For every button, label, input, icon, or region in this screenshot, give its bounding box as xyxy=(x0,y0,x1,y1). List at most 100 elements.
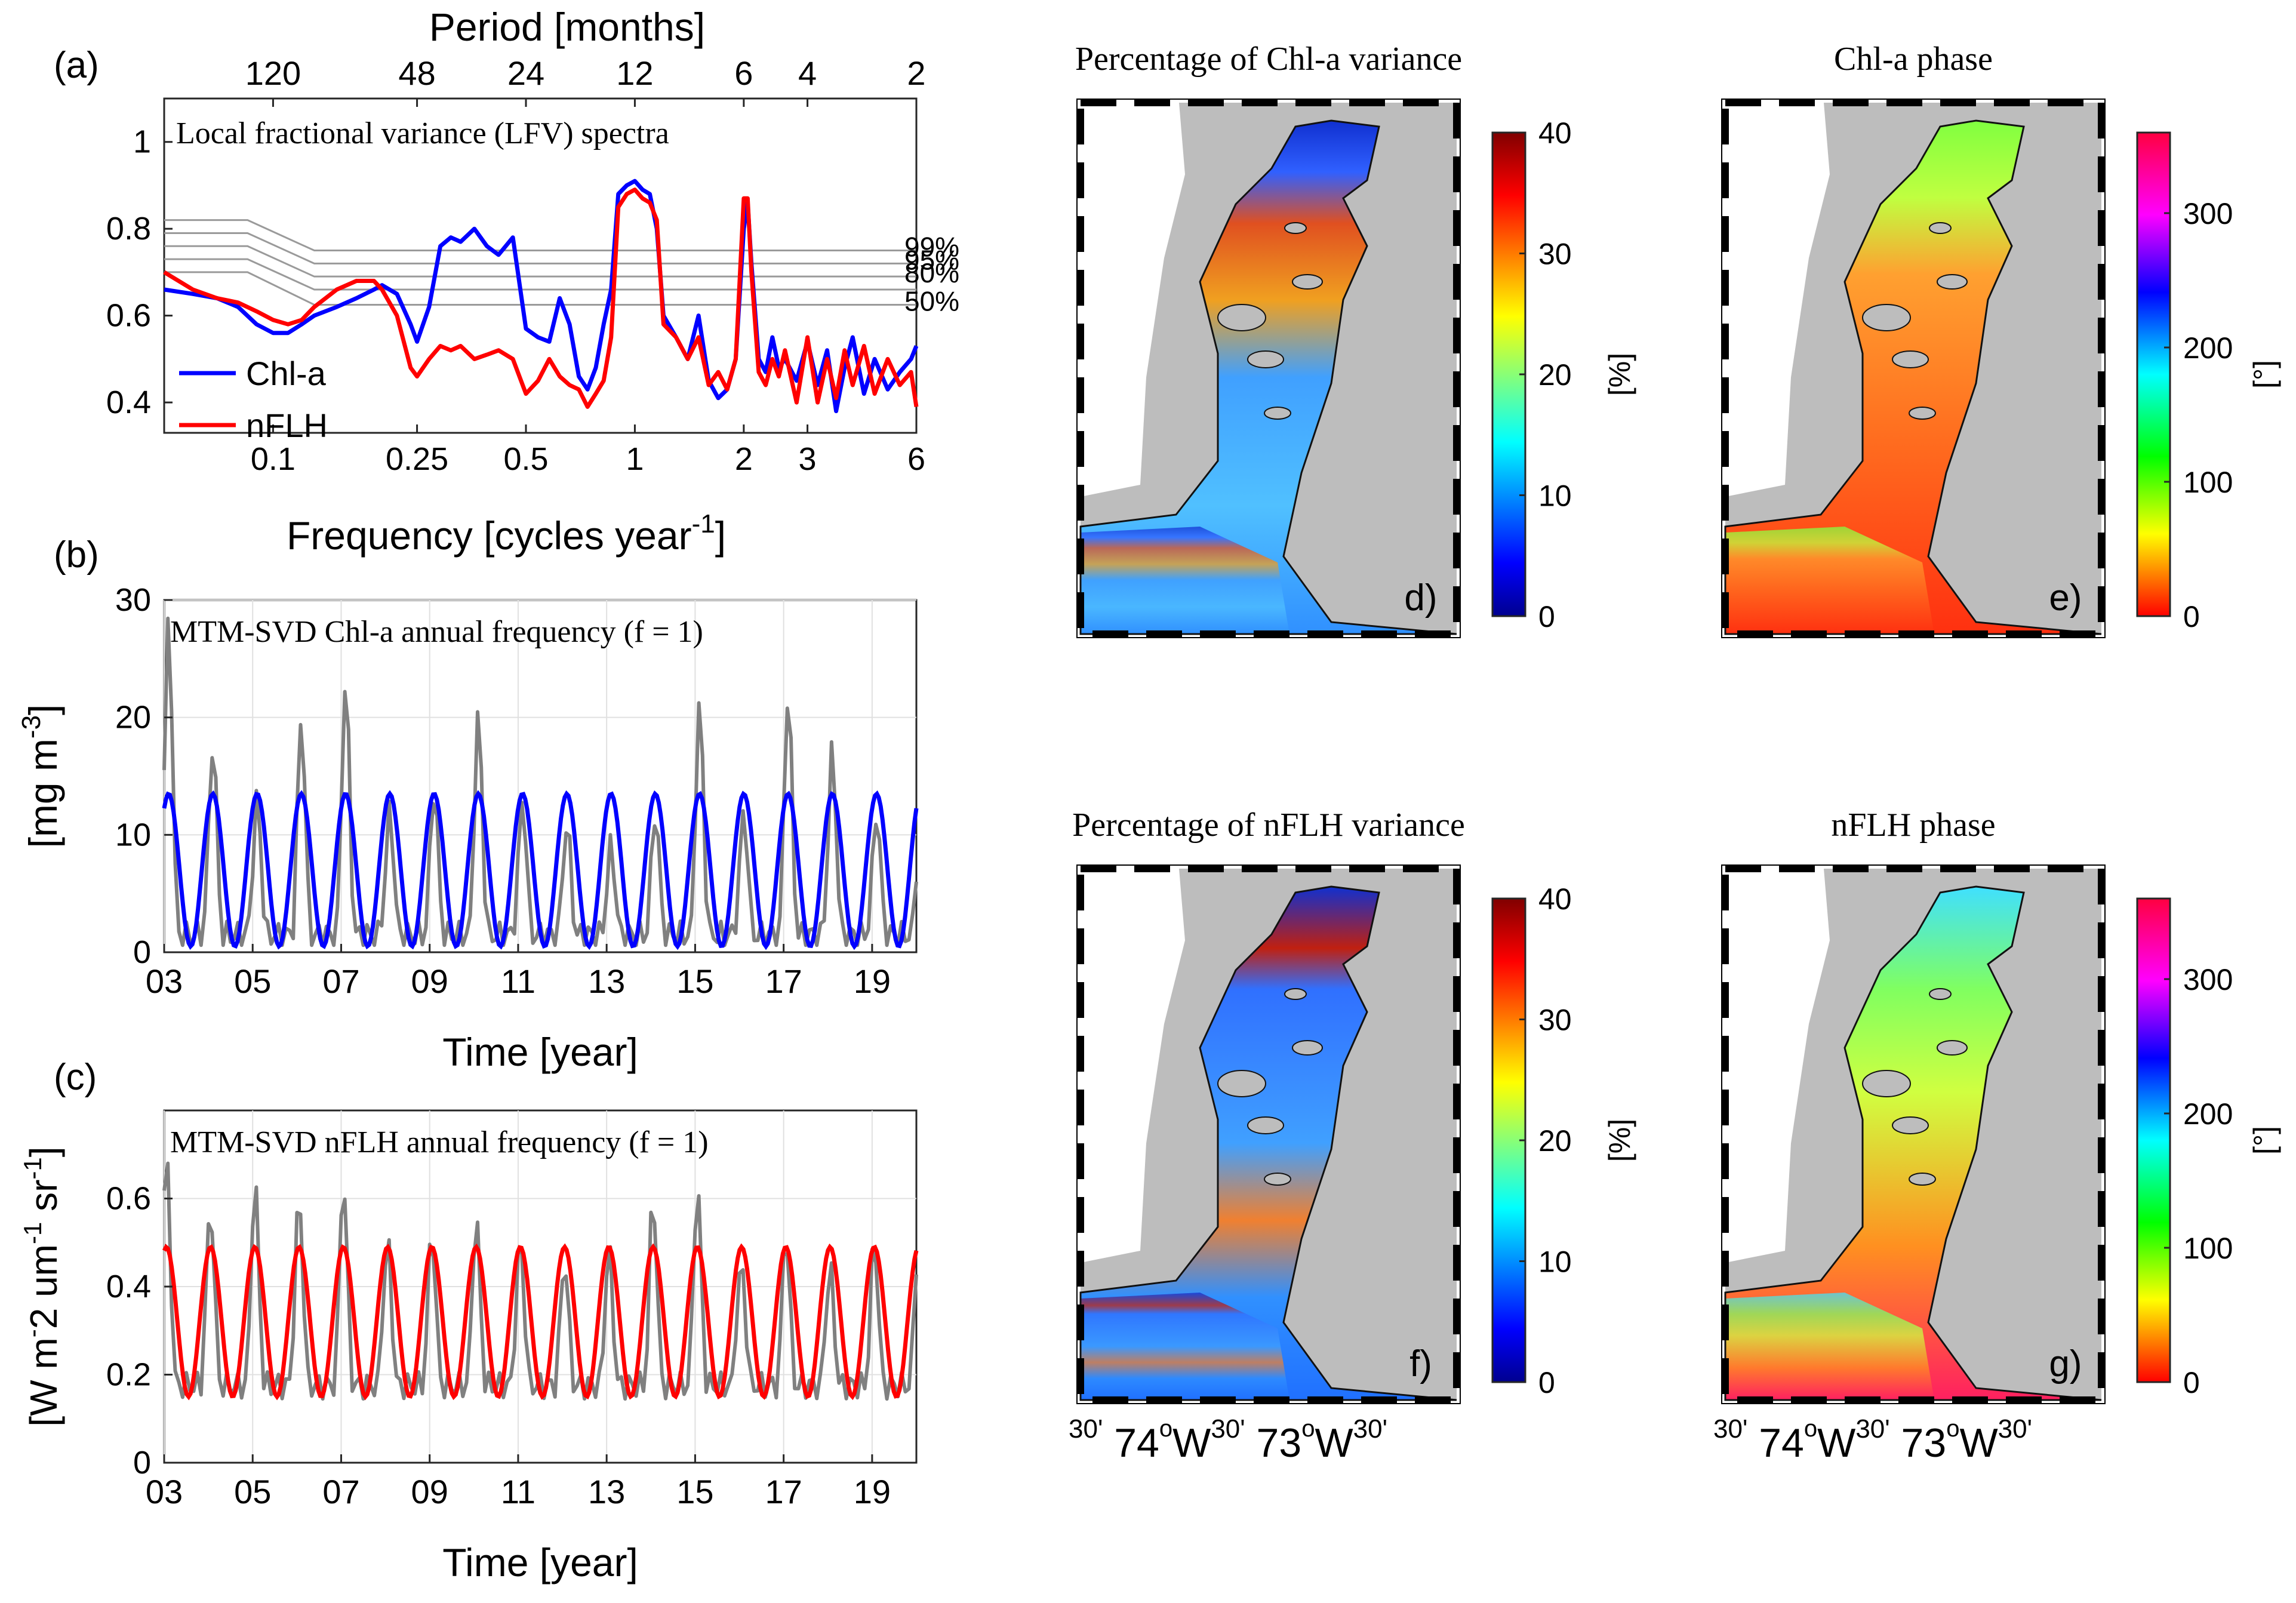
island xyxy=(1862,304,1911,331)
offshore-mask xyxy=(1081,103,1185,497)
longitude-part: W xyxy=(1172,1420,1211,1466)
map-title: nFLH phase xyxy=(1831,807,1995,844)
offshore-mask xyxy=(1725,869,1830,1263)
longitude-part: W xyxy=(1315,1420,1353,1466)
longitude-part: o xyxy=(1301,1416,1315,1442)
colorbar-label: [%] xyxy=(1603,1119,1636,1162)
island xyxy=(1217,304,1266,331)
colorbar-tick-label: 0 xyxy=(2183,1366,2200,1399)
colorbar-label: [%] xyxy=(1603,353,1636,396)
map-panel-e: Chl-a phase e) 0 100 200 300 [°] xyxy=(1721,41,2281,638)
sea-field-south xyxy=(1725,527,1934,634)
x-tick-label: 15 xyxy=(676,1473,713,1510)
map-frame-outline xyxy=(1721,864,2106,1404)
x-tick-label: 6 xyxy=(907,441,925,477)
panel-a-legend: Chl-a nFLH xyxy=(179,355,328,444)
colorbar-tick-label: 300 xyxy=(2183,197,2233,230)
sea-field-south xyxy=(1081,527,1289,634)
panel-a-label: Local fractional variance (LFV) spectra xyxy=(176,116,669,150)
y-tick-label: 1 xyxy=(133,124,151,160)
island xyxy=(1937,274,1968,290)
coastline xyxy=(1724,119,2102,635)
colorbar-tick-label: 200 xyxy=(2183,331,2233,365)
x-tick-label: 13 xyxy=(588,962,625,1000)
colorbar-label: [°] xyxy=(2248,360,2281,389)
island xyxy=(1909,1173,1936,1186)
longitude-part: o xyxy=(1159,1416,1172,1442)
lfv-series xyxy=(163,179,919,414)
island xyxy=(1937,1040,1968,1056)
y-tick-label: 0 xyxy=(133,1445,151,1481)
x-tick-label: 2 xyxy=(735,441,753,477)
panel-c-ylabel: [W m-2 um-1 sr-1] xyxy=(19,1146,65,1426)
x-tick-label: 09 xyxy=(411,1473,448,1510)
panel-c-series xyxy=(162,1161,919,1401)
map-panel-label: e) xyxy=(2049,577,2082,619)
longitude-part: 30' xyxy=(1713,1414,1747,1444)
period-tick-labels: 120 48 24 12 6 4 2 xyxy=(245,54,926,92)
colorbar-tick-label: 30 xyxy=(1538,1004,1572,1037)
colorbar-tick-label: 100 xyxy=(2183,466,2233,499)
colorbar-tick-label: 0 xyxy=(2183,600,2200,633)
longitude-part: 74 xyxy=(1103,1420,1159,1466)
island xyxy=(1909,407,1936,420)
panel-c-xlabel: Time [year] xyxy=(442,1540,638,1584)
series-annual-fit xyxy=(162,790,919,950)
x-tick-label: 03 xyxy=(146,1473,183,1510)
island xyxy=(1292,274,1323,290)
confidence-label: 50% xyxy=(904,285,959,316)
x-tick-label: 0.25 xyxy=(386,441,448,477)
x-tick-label: 07 xyxy=(322,1473,359,1510)
colorbar-tick-label: 40 xyxy=(1538,882,1572,916)
island xyxy=(1264,1173,1291,1186)
x-tick-label: 11 xyxy=(501,962,535,1000)
panel-b-label: MTM-SVD Chl-a annual frequency (f = 1) xyxy=(170,615,703,649)
colorbar-tick-label: 40 xyxy=(1538,116,1572,150)
colorbar-tick-label: 20 xyxy=(1538,1124,1572,1158)
longitude-part: 73 xyxy=(1890,1420,1947,1466)
period-tick-label: 24 xyxy=(507,54,544,92)
x-tick-label: 3 xyxy=(799,441,817,477)
longitude-part: W xyxy=(1817,1420,1855,1466)
map-frame xyxy=(1722,865,2105,1404)
panel-c-letter: (c) xyxy=(54,1057,97,1098)
panel-c-grid xyxy=(164,1110,916,1463)
panel-c-label: MTM-SVD nFLH annual frequency (f = 1) xyxy=(170,1125,709,1159)
sea-field xyxy=(1081,887,1457,1400)
map-title: Chl-a phase xyxy=(1834,41,1993,78)
colorbar-tick-label: 300 xyxy=(2183,963,2233,996)
sea-field xyxy=(1725,121,2101,634)
x-tick-label: 13 xyxy=(588,1473,625,1510)
y-tick-label: 0 xyxy=(133,934,151,970)
map-frame-outline xyxy=(1076,99,1461,638)
longitude-part: 74 xyxy=(1747,1420,1804,1466)
period-tick-label: 4 xyxy=(798,54,817,92)
x-tick-label: 19 xyxy=(854,1473,891,1510)
map-title: Percentage of Chl-a variance xyxy=(1075,41,1462,78)
map-panel-f: Percentage of nFLH variance f) 0 10 20 30 40 [%… xyxy=(1069,807,1636,1466)
map-panel-d: Percentage of Chl-a variance d) 0 10 20 30 40 [… xyxy=(1075,41,1636,638)
map-panels: Percentage of Chl-a variance d) 0 10 20 30 40 [… xyxy=(1069,41,2281,1466)
series-observed xyxy=(162,1161,918,1401)
map-panel-label: d) xyxy=(1404,577,1437,619)
island xyxy=(1247,350,1284,368)
offshore-mask xyxy=(1081,869,1185,1263)
sea-field xyxy=(1725,887,2101,1400)
period-tick-label: 2 xyxy=(907,54,925,92)
island xyxy=(1292,1040,1323,1056)
sea-field-south xyxy=(1081,1293,1289,1400)
map-panel-label: g) xyxy=(2049,1343,2082,1384)
confidence-label: 95% xyxy=(904,244,959,275)
panel-a-letter: (a) xyxy=(54,45,99,86)
x-tick-label: 0.5 xyxy=(503,441,548,477)
y-tick-label: 0.4 xyxy=(106,384,151,420)
confidence-label: 80% xyxy=(904,257,959,288)
longitude-part: 30' xyxy=(1998,1414,2032,1444)
coastline xyxy=(1724,885,2102,1401)
map-frame xyxy=(1077,99,1460,638)
island xyxy=(1247,1116,1284,1134)
colorbar-tick-label: 100 xyxy=(2183,1232,2233,1265)
confidence-line xyxy=(164,271,916,306)
y-tick-label: 30 xyxy=(115,582,151,618)
